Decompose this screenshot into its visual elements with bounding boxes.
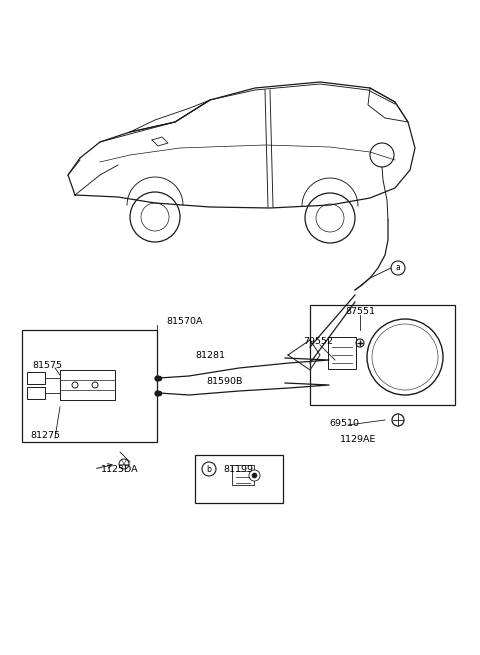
Text: 81575: 81575 (32, 360, 62, 369)
Bar (310, 305, 455, 405)
Bar (60, 370, 115, 400)
Text: 79552: 79552 (303, 337, 333, 346)
Text: 87551: 87551 (345, 307, 375, 316)
Text: 1125DA: 1125DA (101, 466, 139, 474)
Text: 81570A: 81570A (167, 318, 203, 326)
Bar (27, 387, 45, 399)
Bar (195, 455, 283, 503)
Text: a: a (396, 263, 400, 272)
Text: 81281: 81281 (195, 350, 225, 360)
Bar (232, 465, 254, 485)
Text: 69510: 69510 (329, 419, 359, 428)
Text: 81275: 81275 (30, 430, 60, 440)
Text: 81199: 81199 (223, 464, 253, 474)
Bar (328, 337, 356, 369)
Bar (22, 330, 157, 442)
Text: 1129AE: 1129AE (340, 436, 376, 445)
Text: 81590B: 81590B (207, 377, 243, 386)
Text: b: b (206, 464, 211, 474)
Circle shape (72, 382, 78, 388)
Bar (27, 372, 45, 384)
Circle shape (92, 382, 98, 388)
